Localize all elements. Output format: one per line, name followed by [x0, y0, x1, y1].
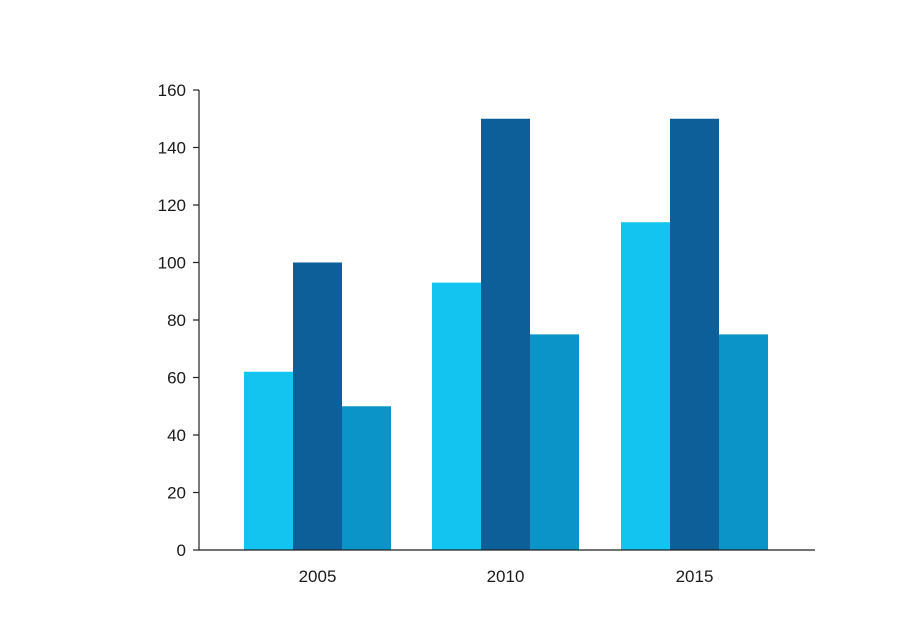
bars-group [244, 118, 768, 550]
y-tick-label: 0 [177, 541, 186, 560]
bar-2010-series-3 [530, 334, 579, 550]
bar-2010-series-1 [432, 282, 481, 550]
bar-2005-series-3 [342, 406, 391, 550]
y-tick-label: 140 [158, 139, 186, 158]
bar-2015-series-2 [670, 118, 719, 550]
y-tick-label: 20 [167, 484, 186, 503]
bar-2005-series-2 [293, 262, 342, 550]
x-tick-label-2005: 2005 [299, 567, 337, 586]
y-tick-label: 80 [167, 311, 186, 330]
bar-2010-series-2 [481, 118, 530, 550]
bar-2015-series-3 [719, 334, 768, 550]
y-ticks-group: 0 20 40 60 80 100 120 140 160 [158, 81, 199, 560]
x-tick-label-2010: 2010 [487, 567, 525, 586]
x-ticks-group: 2005 2010 2015 [299, 567, 714, 586]
bar-2005-series-1 [244, 371, 293, 550]
y-tick-label: 120 [158, 196, 186, 215]
y-tick-label: 60 [167, 369, 186, 388]
y-tick-label: 40 [167, 426, 186, 445]
bar-2015-series-1 [621, 222, 670, 550]
x-tick-label-2015: 2015 [676, 567, 714, 586]
y-tick-label: 160 [158, 81, 186, 100]
y-tick-label: 100 [158, 254, 186, 273]
